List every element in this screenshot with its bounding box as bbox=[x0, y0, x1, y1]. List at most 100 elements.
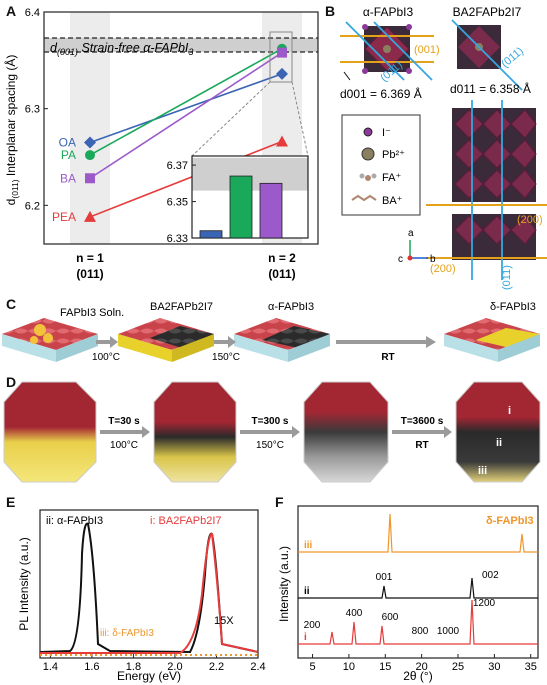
plane-200-label-upper: (200) bbox=[517, 214, 543, 226]
substrate-step-4 bbox=[444, 318, 540, 362]
ba2fapb2i7-title: BA2FAPb2I7 bbox=[453, 5, 522, 19]
delta-fapbi3-label: δ-FAPbI3 bbox=[490, 301, 536, 313]
axis-c-label: c bbox=[398, 254, 403, 265]
x-label-n2: n = 2 bbox=[268, 251, 296, 265]
substrate-step-3 bbox=[234, 318, 330, 362]
series-name-pa: PA bbox=[61, 148, 76, 162]
f-x-tick-label-5: 30 bbox=[488, 661, 500, 673]
panel-a-inset: 6.37 6.35 6.33 bbox=[167, 155, 309, 245]
scale-factor: 15X bbox=[214, 615, 234, 627]
panel-d-photos: T=30 s 100°C T=300 s 150°C T=3600 s RT i… bbox=[3, 381, 541, 483]
e-x-tick-label-3: 2.0 bbox=[167, 661, 182, 673]
legend-ba: i: BA2FAPb2I7 bbox=[150, 515, 222, 527]
step-temp-2: 150°C bbox=[212, 352, 240, 363]
step-temp-1: 100°C bbox=[92, 352, 120, 363]
d001-value: d001 = 6.369 Å bbox=[340, 86, 422, 101]
photo-step-time-3: T=3600 s bbox=[401, 416, 444, 427]
panel-label-c: C bbox=[6, 296, 17, 312]
panel-e-chart: 1.4 1.6 1.8 2.0 2.2 2.4 Energy (eV) PL Intens… bbox=[17, 509, 266, 683]
trace-label-iii: iii bbox=[304, 540, 313, 551]
legend-alpha: ii: α-FAPbI3 bbox=[46, 515, 103, 527]
legend-fa: FA⁺ bbox=[382, 172, 401, 184]
series-line-ba bbox=[89, 51, 283, 179]
panel-f-peaks-i: 200 400 600 800 1000 1200 bbox=[304, 598, 496, 637]
inset-y-tick-label-2: 6.33 bbox=[167, 233, 188, 245]
photo-step-temp-3: RT bbox=[415, 440, 428, 451]
photo-step-temp-1: 100°C bbox=[110, 440, 138, 451]
legend-iodide: I⁻ bbox=[382, 127, 391, 139]
strain-free-label: d(001) Strain-free α-FAPbI3 bbox=[50, 41, 193, 57]
peak-label-400: 400 bbox=[346, 608, 363, 619]
x-label-n1-plane: (011) bbox=[76, 267, 103, 281]
substrate-step-2 bbox=[118, 318, 214, 362]
panel-f-xlabel: 2θ (°) bbox=[403, 669, 432, 683]
peak-label-800: 800 bbox=[412, 626, 429, 637]
delta-fapbi3-label: δ-FAPbI3 bbox=[486, 515, 534, 527]
plane-011-label-ba-bottom: (011) bbox=[501, 265, 513, 290]
panel-a-frame bbox=[43, 11, 319, 245]
panel-a-ylabel: d(011) Interplanar spacing (Å) bbox=[3, 55, 20, 206]
series-line-oa bbox=[89, 73, 283, 144]
y-tick-label-1: 6.3 bbox=[25, 104, 40, 116]
photo-step-temp-2: 150°C bbox=[256, 440, 284, 451]
f-x-tick-label-6: 35 bbox=[525, 661, 537, 673]
panel-f-xticks: 5 10 15 20 25 30 35 bbox=[309, 654, 537, 673]
inset-y-tick-label-1: 6.35 bbox=[167, 197, 188, 209]
plane-011-label-ba-top: (011) bbox=[499, 45, 526, 70]
xrd-trace-ba bbox=[298, 599, 538, 645]
panel-a-series bbox=[84, 43, 288, 222]
f-x-tick-label-4: 25 bbox=[452, 661, 464, 673]
e-x-tick-label-5: 2.4 bbox=[250, 661, 265, 673]
process-arrows bbox=[96, 336, 436, 348]
alpha-fapbi3-title: α-FAPbI3 bbox=[363, 5, 414, 19]
marker-oa-1 bbox=[276, 67, 288, 80]
peak-label-600: 600 bbox=[382, 612, 399, 623]
region-mark-iii: iii bbox=[478, 465, 487, 477]
crystal-axes bbox=[407, 240, 428, 261]
panel-f-chart: 5 10 15 20 25 30 35 2θ (°) Intensity (a.u.) δ-… bbox=[277, 505, 539, 683]
series-name-pea: PEA bbox=[52, 210, 76, 224]
inset-bar-1 bbox=[229, 175, 253, 239]
e-x-tick-label-0: 1.4 bbox=[43, 661, 58, 673]
panel-a-yticks: 6.4 6.3 6.2 bbox=[25, 7, 48, 212]
substrate-step-1 bbox=[2, 318, 98, 362]
f-x-tick-label-2: 15 bbox=[379, 661, 391, 673]
panel-b-structures: α-FAPbI3 BA2FAPb2I7 (001) (011) d001 = 6… bbox=[340, 5, 547, 290]
peak-label-002: 002 bbox=[482, 570, 499, 581]
legend-delta: iii: δ-FAPbI3 bbox=[100, 628, 154, 639]
sample-photo-2 bbox=[153, 381, 237, 483]
panel-e-frame bbox=[39, 509, 259, 659]
panel-f-ylabel: Intensity (a.u.) bbox=[277, 546, 291, 622]
step-temp-3: RT bbox=[381, 352, 394, 363]
marker-ba-0 bbox=[85, 173, 95, 184]
axis-a-label: a bbox=[408, 228, 414, 239]
marker-pea-1 bbox=[276, 135, 288, 147]
peak-label-1000: 1000 bbox=[437, 626, 460, 637]
e-x-tick-label-1: 1.6 bbox=[84, 661, 99, 673]
region-mark-ii: ii bbox=[496, 437, 502, 449]
series-line-pea bbox=[89, 140, 283, 218]
sample-photo-1 bbox=[3, 381, 97, 483]
f-x-tick-label-1: 10 bbox=[343, 661, 355, 673]
legend-ba: BA⁺ bbox=[382, 195, 403, 207]
f-x-tick-label-3: 20 bbox=[416, 661, 428, 673]
ba2fapb2i7-layers bbox=[426, 100, 547, 280]
peak-label-001: 001 bbox=[376, 572, 393, 583]
inset-bar-0 bbox=[199, 230, 223, 239]
panel-e-ylabel: PL Intensity (a.u.) bbox=[17, 537, 31, 631]
ba2fapb2i7-label: BA2FAPb2I7 bbox=[150, 301, 213, 313]
x-label-n1: n = 1 bbox=[76, 251, 104, 265]
panel-label-e: E bbox=[6, 494, 16, 510]
region-mark-i: i bbox=[508, 405, 511, 417]
marker-ba-1 bbox=[277, 47, 287, 58]
photo-step-time-1: T=30 s bbox=[108, 416, 140, 427]
marker-pea-0 bbox=[84, 210, 96, 222]
ba-molecule bbox=[351, 194, 377, 202]
x-label-n2-plane: (011) bbox=[268, 267, 295, 281]
panel-label-d: D bbox=[6, 374, 17, 390]
f-x-tick-label-0: 5 bbox=[309, 661, 315, 673]
panel-label-a: A bbox=[6, 3, 17, 19]
ba2fapb2i7-top-cell bbox=[451, 19, 523, 91]
panel-a-chart: d(001) Strain-free α-FAPbI3 6.4 6.3 6.2 d(… bbox=[3, 7, 319, 281]
zoom-line-right bbox=[291, 81, 309, 157]
